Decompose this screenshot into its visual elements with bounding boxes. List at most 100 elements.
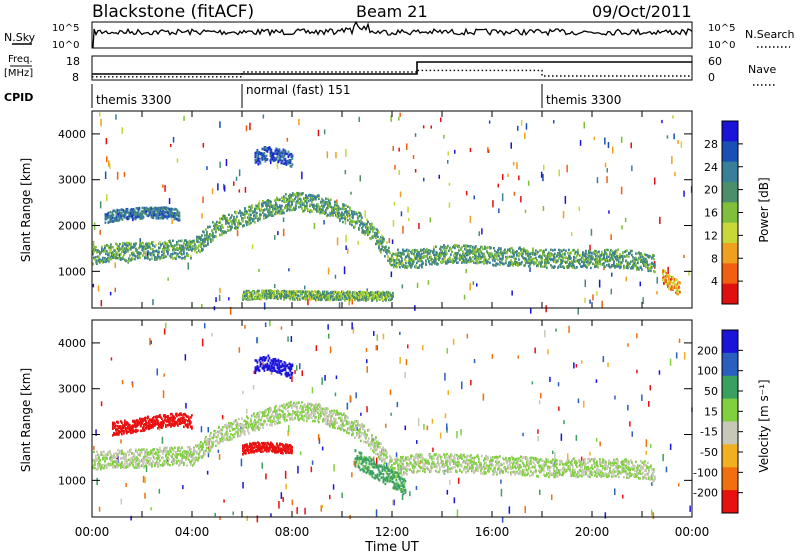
data-cell — [411, 263, 413, 267]
scatter-speck — [282, 228, 285, 237]
data-cell — [627, 262, 629, 266]
scatter-speck — [557, 382, 560, 387]
data-cell — [579, 254, 581, 257]
data-cell — [102, 457, 104, 461]
data-cell — [407, 253, 409, 256]
data-cell — [175, 217, 178, 220]
data-cell — [548, 251, 550, 254]
data-cell — [447, 261, 449, 264]
scatter-speck — [365, 348, 368, 352]
data-cell — [361, 230, 363, 233]
scatter-speck — [621, 225, 623, 230]
data-cell — [198, 235, 200, 239]
scatter-speck — [274, 235, 276, 240]
data-cell — [161, 212, 164, 216]
data-cell — [309, 210, 311, 214]
data-cell — [190, 241, 192, 244]
data-cell — [392, 258, 394, 262]
data-cell — [676, 292, 678, 296]
data-cell — [406, 266, 408, 269]
scatter-speck — [589, 299, 591, 304]
data-cell — [109, 251, 111, 254]
scatter-speck — [125, 482, 127, 488]
data-cell — [665, 271, 667, 275]
data-cell — [267, 210, 269, 214]
data-cell — [619, 253, 621, 256]
data-cell — [389, 259, 391, 262]
data-cell — [601, 253, 603, 257]
data-cell — [624, 266, 626, 269]
data-cell — [664, 279, 666, 283]
data-cell — [651, 261, 653, 265]
data-cell — [483, 262, 485, 265]
data-cell — [130, 457, 132, 460]
data-cell — [670, 285, 672, 289]
data-cell — [585, 249, 587, 253]
data-cell — [381, 234, 383, 237]
data-cell — [630, 249, 632, 253]
scatter-speck — [287, 336, 289, 342]
data-cell — [322, 199, 324, 202]
data-cell — [451, 259, 453, 262]
data-cell — [464, 261, 466, 264]
data-cell — [114, 255, 116, 258]
data-cell — [333, 208, 335, 212]
scatter-speck — [577, 307, 579, 315]
data-cell — [278, 291, 280, 295]
data-cell — [299, 290, 301, 294]
data-cell — [147, 208, 150, 211]
data-cell — [678, 285, 680, 288]
data-cell — [423, 251, 425, 255]
data-cell — [459, 256, 461, 259]
data-cell — [551, 257, 553, 261]
data-cell — [141, 248, 143, 251]
data-cell — [279, 205, 281, 209]
data-cell — [151, 215, 154, 219]
data-cell — [410, 250, 412, 254]
data-cell — [653, 254, 655, 257]
scatter-speck — [447, 160, 449, 164]
data-cell — [153, 206, 156, 210]
scatter-speck — [601, 300, 603, 308]
data-cell — [220, 226, 222, 229]
data-cell — [92, 459, 94, 463]
data-cell — [377, 241, 379, 244]
data-cell — [567, 266, 569, 269]
data-cell — [610, 265, 612, 269]
data-cell — [313, 207, 315, 210]
data-cell — [370, 225, 372, 228]
data-cell — [107, 215, 110, 219]
scatter-speck — [100, 401, 103, 407]
data-cell — [481, 252, 483, 255]
data-cell — [436, 252, 438, 255]
data-cell — [527, 258, 529, 262]
data-cell — [667, 282, 669, 285]
data-cell — [375, 231, 377, 235]
scatter-speck — [201, 304, 203, 309]
data-cell — [635, 252, 637, 255]
data-cell — [524, 249, 526, 252]
data-cell — [354, 298, 356, 302]
data-cell — [238, 224, 240, 227]
data-cell — [373, 291, 375, 295]
data-cell — [250, 207, 252, 211]
data-cell — [254, 161, 257, 164]
data-cell — [362, 293, 364, 296]
data-cell — [185, 239, 187, 242]
data-cell — [318, 290, 320, 294]
scatter-speck — [461, 381, 463, 390]
data-cell — [509, 261, 511, 264]
data-cell — [125, 210, 128, 214]
data-cell — [249, 205, 251, 209]
data-cell — [157, 209, 160, 212]
data-cell — [98, 259, 100, 262]
data-cell — [186, 254, 188, 257]
data-cell — [316, 203, 318, 206]
data-cell — [335, 297, 337, 301]
data-cell — [343, 295, 345, 298]
data-cell — [429, 250, 431, 253]
data-cell — [245, 221, 247, 225]
data-cell — [301, 291, 303, 295]
data-cell — [270, 289, 272, 292]
data-cell — [172, 252, 174, 255]
